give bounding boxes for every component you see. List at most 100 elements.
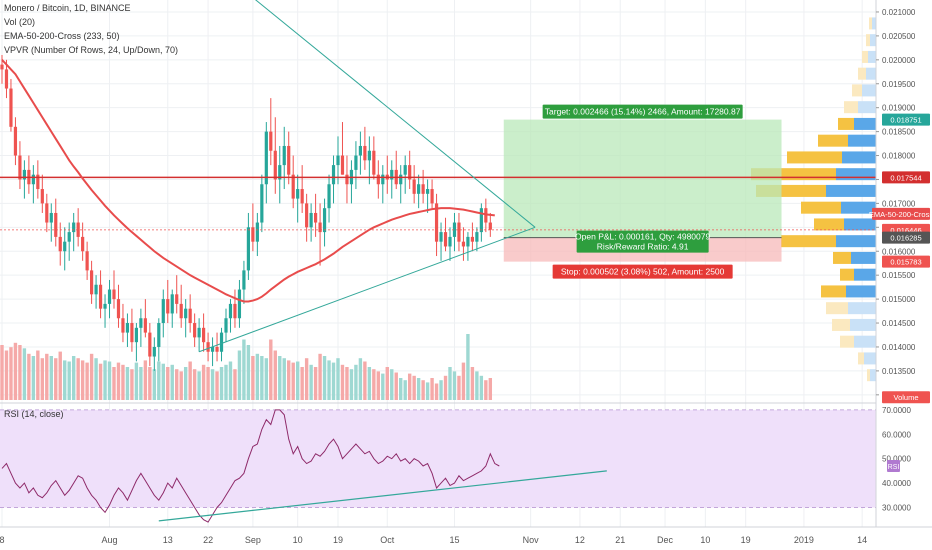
price-tick-label: 0.019000 — [882, 104, 916, 113]
volume-bar — [98, 363, 103, 400]
volume-bar — [183, 367, 188, 400]
candle-body — [4, 69, 9, 89]
volume-bar — [251, 356, 255, 400]
volume-bar — [45, 353, 49, 400]
volume-bar — [18, 345, 22, 400]
volume-bar — [121, 364, 125, 400]
vpvr-up-bar — [851, 251, 876, 264]
rsi-tick-label: 50.0000 — [882, 455, 911, 464]
candle-body — [291, 174, 295, 199]
candle-body — [40, 189, 44, 204]
vpvr-down-bar — [787, 151, 842, 164]
candle-body — [31, 174, 35, 185]
volume-bar — [54, 358, 58, 400]
candle-body — [309, 212, 313, 228]
candle-body — [336, 155, 340, 166]
time-tick-label: 2019 — [794, 535, 814, 545]
rsi-tick-label: 40.0000 — [882, 479, 911, 488]
candle-body — [72, 222, 76, 233]
volume-bar — [201, 364, 206, 400]
volume-bar — [170, 364, 174, 400]
price-tick-label: 0.016000 — [882, 247, 916, 256]
candle-body — [443, 232, 448, 247]
candle-body — [322, 208, 327, 233]
vpvr-down-bar — [838, 117, 854, 130]
volume-bar — [434, 383, 439, 400]
candle-body — [345, 174, 349, 185]
rsi-line — [1, 409, 500, 523]
time-tick-label: 21 — [615, 535, 625, 545]
position-labels: Target: 0.002466 (15.14%) 2466, Amount: … — [542, 104, 743, 279]
candle-body — [237, 289, 242, 319]
volume-bar — [152, 369, 157, 400]
rr-label: Risk/Reward Ratio: 4.91 — [597, 242, 689, 252]
vpvr-up-bar — [836, 235, 876, 248]
open-label: Open P&L: 0.000161, Qty: 4980079 — [575, 232, 710, 242]
volume-bar — [403, 380, 407, 400]
volume-bar — [63, 360, 67, 400]
vpvr-up-bar — [854, 268, 876, 281]
candle-body — [488, 222, 492, 230]
legend-symbol[interactable]: Monero / Bitcoin, 1D, BINANCE — [4, 3, 131, 13]
volume-bar — [116, 362, 121, 400]
price-badge-label: EMA-50-200-Cross — [869, 210, 932, 219]
legend-rsi[interactable]: RSI (14, close) — [4, 409, 64, 419]
candle-body — [372, 150, 376, 175]
candle-body — [269, 131, 273, 151]
candle-body — [58, 236, 62, 252]
volume-bar — [197, 371, 201, 400]
volume-bar — [488, 378, 493, 400]
candle-body — [255, 222, 259, 242]
time-tick-label: Nov — [523, 535, 540, 545]
time-tick-label: Dec — [657, 535, 674, 545]
volume-bar — [206, 367, 210, 400]
vpvr-down-bar — [852, 84, 862, 97]
vpvr-down-bar — [869, 17, 872, 30]
volume-bar — [94, 358, 98, 400]
candle-body — [130, 323, 134, 343]
vpvr-up-bar — [848, 302, 876, 315]
candle-body — [94, 284, 98, 295]
candle-body — [457, 222, 461, 242]
candle-body — [264, 131, 268, 185]
candle-body — [197, 327, 201, 338]
volume-profile — [751, 17, 876, 382]
price-badge — [882, 113, 930, 126]
volume-bar — [143, 360, 148, 400]
candle-body — [479, 208, 483, 233]
legend-ema[interactable]: EMA-50-200-Cross (233, 50) — [4, 31, 120, 41]
volume-bar — [157, 361, 161, 400]
volume-bar — [399, 378, 403, 400]
candle-body — [314, 212, 318, 223]
volume-bar — [349, 369, 354, 400]
volume-bar — [175, 369, 179, 400]
volume-bar — [103, 360, 107, 400]
candle-body — [0, 64, 4, 70]
candle-body — [134, 327, 138, 343]
vpvr-up-bar — [854, 335, 876, 348]
legend-vpvr[interactable]: VPVR (Number Of Rows, 24, Up/Down, 70) — [4, 45, 179, 55]
rsi-tick-label: 70.0000 — [882, 406, 911, 415]
candle-body — [98, 284, 103, 309]
candle-body — [340, 155, 345, 175]
price-badge-label: 0.015783 — [890, 258, 921, 267]
volume-bar — [9, 347, 13, 400]
candle-body — [175, 294, 179, 304]
rsi-badge — [887, 460, 900, 472]
volume-bar — [318, 353, 322, 400]
candle-body — [273, 150, 277, 180]
price-badge — [882, 171, 930, 184]
volume-bar — [139, 367, 143, 400]
volume-bar — [166, 367, 170, 400]
candle-body — [157, 323, 161, 347]
stop-label: Stop: 0.000502 (3.08%) 502, Amount: 2500 — [561, 267, 725, 277]
vpvr-down-bar — [858, 67, 866, 80]
volume-bar — [179, 371, 183, 400]
overlay-lines[interactable] — [0, 0, 876, 353]
price-badge — [872, 207, 930, 220]
legend-volume[interactable]: Vol (20) — [4, 17, 36, 27]
vpvr-down-bar — [867, 369, 870, 382]
volume-bar — [67, 361, 71, 400]
